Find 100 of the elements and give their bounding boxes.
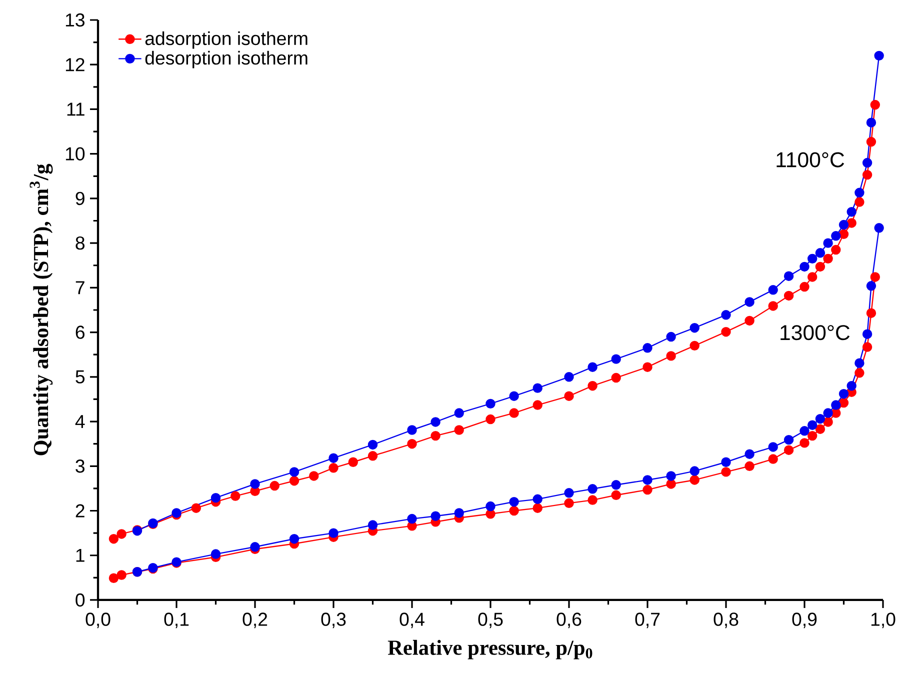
point [430, 511, 440, 521]
point [807, 420, 818, 430]
point [846, 380, 856, 391]
y-tick-label: 3 [76, 460, 84, 473]
point [368, 520, 378, 530]
y-tick-label: 10 [66, 147, 85, 160]
point [784, 445, 794, 455]
point [611, 480, 621, 490]
point [838, 220, 849, 230]
point [666, 351, 676, 361]
point [454, 408, 464, 418]
x-tick-label: 0,9 [792, 612, 817, 628]
point [744, 297, 754, 307]
point [532, 383, 542, 393]
point [509, 391, 519, 401]
point [564, 498, 574, 508]
point [862, 158, 872, 168]
point [823, 238, 833, 248]
y-axis-title: Quantity adsorbed (STP), cm$^{3}$/g [30, 164, 53, 456]
point [108, 534, 119, 544]
point [768, 442, 778, 452]
point [116, 529, 126, 539]
point [690, 340, 700, 351]
point [800, 426, 810, 436]
point [854, 197, 864, 207]
point [328, 528, 338, 538]
annotation: 1100°C [776, 152, 844, 168]
point [866, 136, 876, 147]
x-tick-label: 0,3 [321, 612, 346, 628]
y-tick-label: 9 [76, 192, 84, 206]
point [807, 272, 818, 282]
point [564, 372, 574, 382]
point [564, 488, 574, 498]
x-axis-title: Relative pressure, p/p$_{0}$ [388, 640, 592, 660]
point [454, 425, 464, 435]
point [870, 272, 880, 282]
point [407, 425, 417, 435]
point [690, 475, 700, 485]
point [666, 332, 676, 342]
point [846, 206, 856, 217]
point [430, 417, 440, 427]
point [666, 471, 676, 481]
point [666, 479, 676, 489]
point [486, 501, 496, 512]
point [768, 285, 778, 295]
point [866, 308, 876, 318]
point [230, 491, 240, 501]
point [289, 534, 300, 544]
point [870, 100, 880, 110]
legend-label: adsorption isotherm [145, 31, 308, 49]
point [611, 372, 621, 383]
point [807, 254, 818, 264]
point [509, 506, 519, 516]
point [191, 503, 201, 513]
point [838, 389, 849, 399]
point [784, 434, 794, 445]
point [721, 310, 731, 320]
point [486, 398, 496, 409]
point [831, 244, 841, 255]
y-tick-label: 7 [76, 281, 84, 294]
y-tick-label: 11 [67, 102, 84, 116]
point [348, 457, 358, 467]
point [768, 454, 778, 464]
point [564, 391, 574, 401]
point [874, 50, 884, 61]
annotation: 1300°C [780, 325, 850, 340]
point [874, 223, 884, 233]
point [407, 514, 417, 524]
point [509, 496, 519, 507]
y-tick-label: 4 [75, 415, 85, 428]
point [588, 495, 598, 505]
y-tick-label: 2 [76, 504, 84, 518]
point [309, 471, 319, 481]
point [815, 248, 826, 258]
point [800, 438, 810, 448]
point [611, 354, 621, 364]
point [854, 358, 864, 368]
point [838, 398, 849, 408]
point [368, 451, 378, 461]
point [823, 254, 833, 264]
point [744, 449, 754, 459]
y-tick-label: 1 [76, 548, 84, 562]
point [509, 408, 519, 418]
point [831, 400, 841, 410]
point [744, 316, 754, 326]
point [815, 414, 826, 424]
point [250, 479, 260, 489]
point [289, 476, 300, 486]
point [210, 492, 221, 503]
point [807, 430, 818, 441]
point [862, 329, 872, 339]
point [768, 301, 778, 311]
point [532, 400, 542, 410]
point [328, 463, 338, 473]
point [866, 281, 876, 291]
point [784, 271, 794, 281]
point [800, 282, 810, 292]
y-tick-label: 0 [76, 593, 85, 607]
x-tick-label: 0,0 [86, 612, 110, 628]
point [815, 424, 826, 434]
